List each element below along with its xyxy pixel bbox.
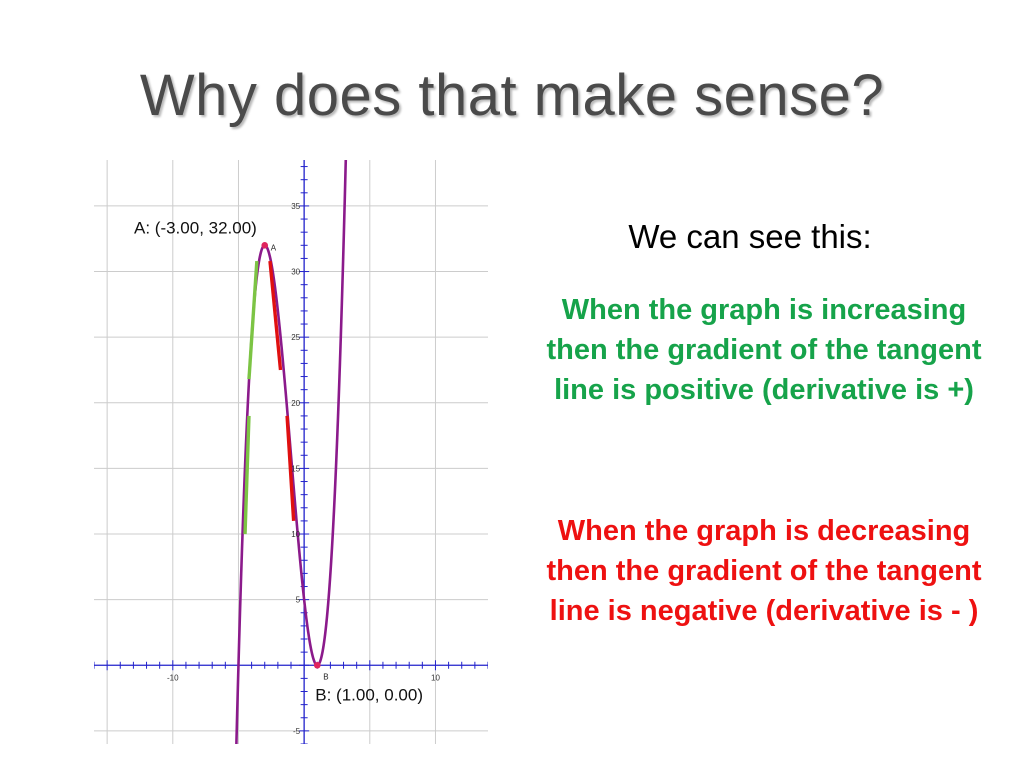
tangent-increasing	[247, 260, 259, 380]
y-tick-label: 35	[291, 202, 300, 211]
function-graph: -10 10 -5 5 10 15 20 25 30 35 A B A: (-3.00, 32.00) B…	[94, 160, 488, 744]
y-tick-label: 15	[291, 464, 300, 473]
tangent-increasing	[243, 415, 251, 535]
function-curve	[235, 160, 348, 744]
y-tick-label: 25	[291, 333, 300, 342]
point-a-label: A: (-3.00, 32.00)	[134, 218, 257, 237]
y-tick-label: -5	[293, 727, 301, 736]
point-b	[313, 661, 321, 669]
y-tick-label: 20	[291, 399, 300, 408]
y-tick-label: 5	[296, 596, 301, 605]
y-tick-label: 10	[291, 530, 300, 539]
point-a	[261, 242, 269, 249]
tangent-decreasing	[285, 415, 296, 522]
point-b-label: B: (1.00, 0.00)	[315, 685, 423, 704]
y-tick-label: 30	[291, 268, 300, 277]
point-name-b: B	[323, 672, 328, 681]
decreasing-statement: When the graph is decreasing then the gr…	[546, 515, 982, 627]
slide-title: Why does that make sense?	[139, 63, 885, 128]
point-name-a: A	[271, 243, 277, 252]
x-tick-label: -10	[167, 673, 179, 682]
intro-text: We can see this:	[628, 218, 872, 255]
x-tick-label: 10	[431, 673, 440, 682]
tangent-decreasing	[268, 260, 283, 371]
increasing-statement: When the graph is increasing then the gr…	[546, 294, 982, 406]
